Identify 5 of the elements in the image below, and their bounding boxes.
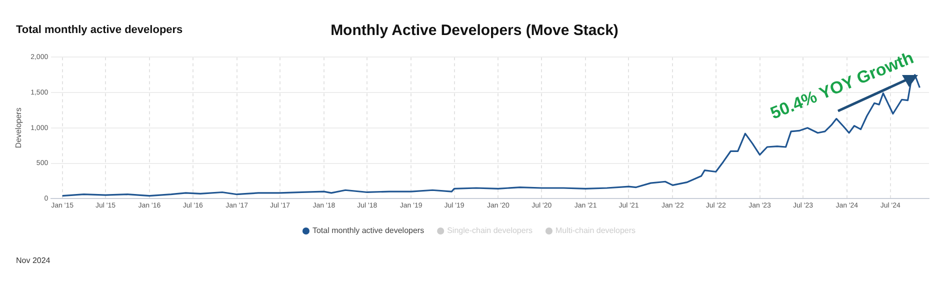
text: Nov 2024 <box>16 256 50 265</box>
legend-label: Total monthly active developers <box>312 226 424 236</box>
chart-title: Monthly Active Developers (Move Stack) <box>330 22 618 39</box>
chart-subtitle: Total monthly active developers <box>16 24 183 36</box>
y-axis-title: Developers <box>14 108 24 148</box>
